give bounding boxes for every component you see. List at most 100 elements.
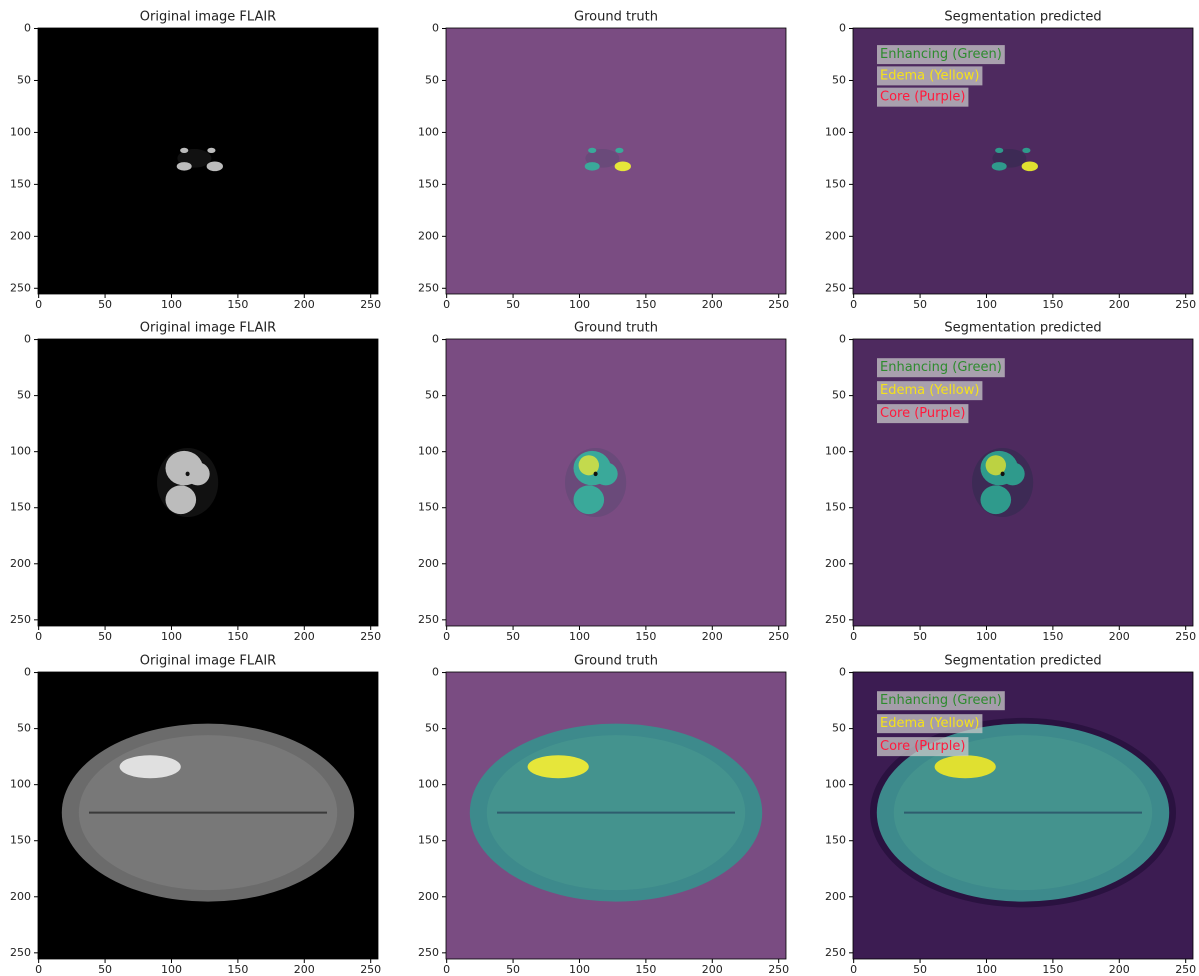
- x-tick-label: 200: [294, 963, 315, 976]
- legend-entry: Core (Purple): [880, 406, 965, 421]
- x-tick-label: 50: [98, 630, 112, 643]
- legend-entry: Edema (Yellow): [880, 716, 979, 731]
- x-tick-label: 0: [443, 298, 450, 311]
- y-tick-label: 50: [17, 722, 31, 735]
- y-tick-label: 100: [10, 778, 31, 791]
- x-tick-label: 150: [635, 630, 656, 643]
- y-tick-label: 200: [10, 229, 31, 242]
- y-tick-label: 250: [10, 281, 31, 294]
- legend-entry: Enhancing (Green): [880, 360, 1002, 375]
- image-region: [177, 162, 192, 171]
- panel-title: Segmentation predicted: [944, 10, 1101, 25]
- legend-entry: Edema (Yellow): [880, 68, 979, 83]
- y-tick-label: 200: [10, 890, 31, 903]
- x-tick-label: 100: [569, 963, 590, 976]
- y-tick-label: 0: [24, 666, 31, 679]
- image-region: [1001, 472, 1005, 477]
- image-region: [207, 162, 223, 172]
- x-tick-label: 0: [850, 630, 857, 643]
- y-tick-label: 0: [432, 666, 439, 679]
- y-tick-label: 100: [10, 445, 31, 458]
- y-tick-label: 50: [425, 389, 439, 402]
- image-region: [166, 485, 197, 514]
- y-tick-label: 100: [418, 125, 439, 138]
- y-tick-label: 150: [418, 177, 439, 190]
- y-tick-label: 50: [832, 722, 846, 735]
- x-tick-label: 0: [35, 963, 42, 976]
- y-tick-label: 150: [825, 501, 846, 514]
- x-tick-label: 50: [98, 298, 112, 311]
- x-tick-label: 250: [1175, 630, 1196, 643]
- image-region: [1022, 162, 1038, 172]
- x-tick-label: 50: [506, 630, 520, 643]
- x-tick-label: 250: [360, 963, 381, 976]
- image-region: [207, 148, 215, 153]
- x-tick-label: 200: [702, 298, 723, 311]
- y-tick-label: 200: [418, 557, 439, 570]
- y-tick-label: 150: [10, 501, 31, 514]
- y-tick-label: 250: [825, 281, 846, 294]
- x-tick-label: 100: [976, 963, 997, 976]
- image-region: [528, 755, 589, 778]
- legend-entry: Enhancing (Green): [880, 47, 1002, 62]
- x-tick-label: 250: [1175, 963, 1196, 976]
- y-tick-label: 0: [432, 22, 439, 35]
- x-tick-label: 250: [768, 298, 789, 311]
- x-tick-label: 200: [1109, 963, 1130, 976]
- x-tick-label: 150: [1042, 630, 1063, 643]
- legend-entry: Enhancing (Green): [880, 693, 1002, 708]
- x-tick-label: 150: [1042, 298, 1063, 311]
- legend-entry: Edema (Yellow): [880, 383, 979, 398]
- y-tick-label: 50: [832, 73, 846, 86]
- x-tick-label: 150: [227, 963, 248, 976]
- image-region: [574, 485, 605, 514]
- y-tick-label: 100: [418, 445, 439, 458]
- y-tick-label: 100: [825, 778, 846, 791]
- y-tick-label: 150: [418, 501, 439, 514]
- x-tick-label: 50: [913, 963, 927, 976]
- y-tick-label: 50: [425, 73, 439, 86]
- image-region: [120, 755, 181, 778]
- image-region: [588, 148, 596, 153]
- y-tick-label: 200: [825, 557, 846, 570]
- x-tick-label: 0: [35, 630, 42, 643]
- x-tick-label: 150: [227, 298, 248, 311]
- x-tick-label: 50: [913, 298, 927, 311]
- x-tick-label: 250: [768, 630, 789, 643]
- image-region: [615, 148, 623, 153]
- panel: Original image FLAIR05010015020025005010…: [10, 321, 381, 644]
- x-tick-label: 0: [850, 963, 857, 976]
- x-tick-label: 100: [976, 298, 997, 311]
- y-tick-label: 200: [10, 557, 31, 570]
- y-tick-label: 50: [17, 389, 31, 402]
- x-tick-label: 250: [1175, 298, 1196, 311]
- image-region: [992, 162, 1007, 171]
- y-tick-label: 100: [418, 778, 439, 791]
- y-tick-label: 250: [418, 613, 439, 626]
- x-tick-label: 200: [294, 298, 315, 311]
- y-tick-label: 150: [825, 177, 846, 190]
- y-tick-label: 50: [17, 73, 31, 86]
- x-tick-label: 200: [702, 630, 723, 643]
- x-tick-label: 100: [161, 298, 182, 311]
- x-tick-label: 100: [569, 298, 590, 311]
- x-tick-label: 150: [1042, 963, 1063, 976]
- y-tick-label: 150: [10, 177, 31, 190]
- panel-title: Segmentation predicted: [944, 654, 1101, 669]
- x-tick-label: 50: [506, 298, 520, 311]
- y-tick-label: 0: [839, 666, 846, 679]
- panel-title: Ground truth: [574, 654, 658, 669]
- image-region: [585, 162, 600, 171]
- x-tick-label: 50: [506, 963, 520, 976]
- x-tick-label: 200: [1109, 630, 1130, 643]
- y-tick-label: 50: [425, 722, 439, 735]
- y-tick-label: 0: [24, 333, 31, 346]
- panel-title: Segmentation predicted: [944, 321, 1101, 336]
- y-tick-label: 0: [432, 333, 439, 346]
- image-region: [594, 472, 598, 477]
- x-tick-label: 0: [443, 963, 450, 976]
- panel: Segmentation predicted 0 50 100 150 200 250 0 50…: [825, 654, 1196, 976]
- x-tick-label: 250: [360, 298, 381, 311]
